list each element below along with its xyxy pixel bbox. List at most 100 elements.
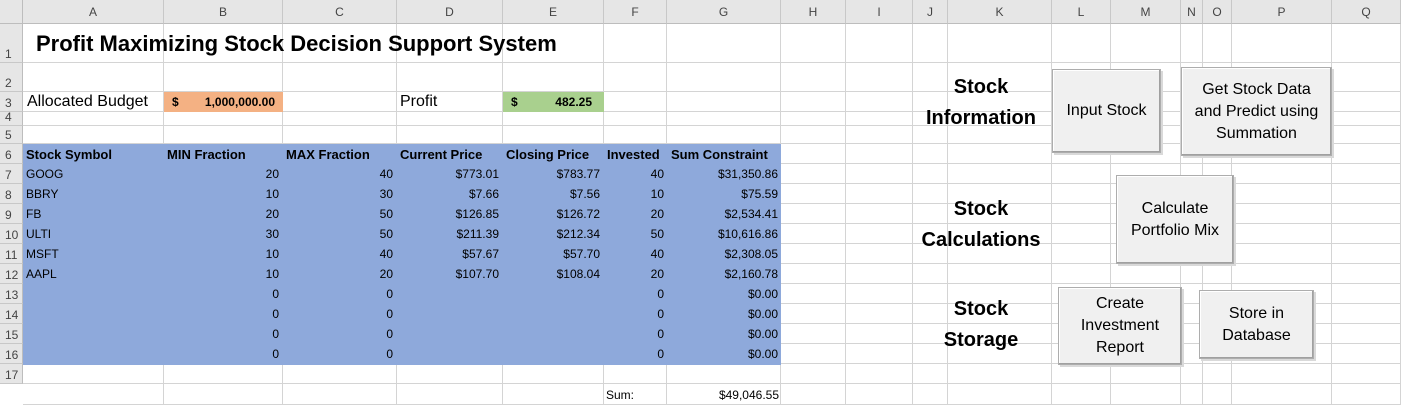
column-header-k[interactable]: K <box>948 0 1052 24</box>
column-header-m[interactable]: M <box>1111 0 1181 24</box>
column-header-l[interactable]: L <box>1052 0 1111 24</box>
table-cell[interactable]: 20 <box>265 167 279 181</box>
column-header-a[interactable]: A <box>23 0 164 24</box>
table-cell[interactable]: 0 <box>272 327 279 341</box>
table-cell[interactable]: $0.00 <box>747 327 778 341</box>
column-header-q[interactable]: Q <box>1332 0 1401 24</box>
table-cell[interactable]: 0 <box>386 307 393 321</box>
table-cell[interactable]: $0.00 <box>747 287 778 301</box>
table-cell[interactable]: $773.01 <box>455 167 499 181</box>
table-cell[interactable]: 50 <box>379 227 393 241</box>
row-header-15[interactable]: 15 <box>0 324 23 344</box>
stock-symbol-cell[interactable]: AAPL <box>26 267 57 281</box>
table-cell[interactable]: $126.85 <box>455 207 499 221</box>
table-cell[interactable]: 10 <box>265 187 279 201</box>
row-header-6[interactable]: 6 <box>0 144 23 164</box>
table-cell[interactable]: 0 <box>272 287 279 301</box>
table-cell[interactable]: $10,616.86 <box>717 227 778 241</box>
stock-symbol-cell[interactable]: ULTI <box>26 227 52 241</box>
table-cell[interactable]: $7.66 <box>468 187 499 201</box>
table-cell[interactable]: 0 <box>272 307 279 321</box>
table-cell[interactable]: $2,534.41 <box>724 207 778 221</box>
row-header-9[interactable]: 9 <box>0 204 23 224</box>
table-cell[interactable]: $783.77 <box>556 167 600 181</box>
row-header-4[interactable]: 4 <box>0 110 23 126</box>
table-cell[interactable]: 0 <box>657 347 664 361</box>
row-header-11[interactable]: 11 <box>0 244 23 264</box>
stock-symbol-cell[interactable]: FB <box>26 207 42 221</box>
table-cell[interactable]: $211.39 <box>456 227 500 241</box>
table-cell[interactable]: 30 <box>379 187 393 201</box>
table-cell[interactable]: 40 <box>650 167 664 181</box>
profit-cell[interactable]: $ 482.25 <box>503 92 604 112</box>
table-cell[interactable]: $31,350.86 <box>717 167 778 181</box>
table-cell[interactable]: 30 <box>265 227 279 241</box>
table-cell[interactable]: 0 <box>386 327 393 341</box>
row-header-16[interactable]: 16 <box>0 344 23 364</box>
table-cell[interactable]: 40 <box>379 247 393 261</box>
table-cell[interactable]: $126.72 <box>556 207 600 221</box>
row-header-5[interactable]: 5 <box>0 126 23 144</box>
table-cell[interactable]: 20 <box>265 207 279 221</box>
table-cell[interactable]: 0 <box>386 287 393 301</box>
row-header-17[interactable]: 17 <box>0 364 23 384</box>
table-cell[interactable]: $212.34 <box>556 227 600 241</box>
get-stock-data-button[interactable]: Get Stock Data and Predict using Summati… <box>1181 67 1332 156</box>
column-header-g[interactable]: G <box>667 0 781 24</box>
column-header-b[interactable]: B <box>164 0 283 24</box>
table-cell[interactable]: 0 <box>272 347 279 361</box>
table-cell[interactable]: $57.67 <box>462 247 499 261</box>
column-header-p[interactable]: P <box>1232 0 1332 24</box>
table-cell[interactable]: 10 <box>265 247 279 261</box>
column-header-h[interactable]: H <box>781 0 846 24</box>
row-header-7[interactable]: 7 <box>0 164 23 184</box>
row-header-8[interactable]: 8 <box>0 184 23 204</box>
table-cell[interactable]: $7.56 <box>569 187 600 201</box>
table-cell[interactable]: $57.70 <box>563 247 600 261</box>
row-header-13[interactable]: 13 <box>0 284 23 304</box>
table-cell[interactable]: $75.59 <box>741 187 778 201</box>
row-header-1[interactable]: 1 <box>0 24 23 63</box>
column-header-j[interactable]: J <box>913 0 948 24</box>
column-header-e[interactable]: E <box>503 0 604 24</box>
row-header-14[interactable]: 14 <box>0 304 23 324</box>
row-header-10[interactable]: 10 <box>0 224 23 244</box>
table-cell[interactable]: 50 <box>379 207 393 221</box>
table-cell[interactable]: $0.00 <box>747 347 778 361</box>
row-header-3[interactable]: 3 <box>0 92 23 112</box>
table-cell[interactable]: 0 <box>657 327 664 341</box>
calculate-portfolio-mix-button[interactable]: Calculate Portfolio Mix <box>1116 175 1234 264</box>
table-cell[interactable]: 10 <box>265 267 279 281</box>
stock-symbol-cell[interactable]: BBRY <box>26 187 59 201</box>
budget-cell[interactable]: $ 1,000,000.00 <box>164 92 283 112</box>
row-header-12[interactable]: 12 <box>0 264 23 284</box>
column-header-o[interactable]: O <box>1203 0 1232 24</box>
table-cell[interactable]: 20 <box>379 267 393 281</box>
table-cell[interactable]: 40 <box>379 167 393 181</box>
stock-symbol-cell[interactable]: GOOG <box>26 167 64 181</box>
table-cell[interactable]: $107.70 <box>455 267 499 281</box>
column-header-d[interactable]: D <box>397 0 503 24</box>
stock-symbol-cell[interactable]: MSFT <box>26 247 59 261</box>
column-header-f[interactable]: F <box>604 0 667 24</box>
create-investment-report-button[interactable]: Create Investment Report <box>1058 287 1182 365</box>
table-cell[interactable]: 0 <box>657 287 664 301</box>
table-cell[interactable]: 20 <box>650 267 664 281</box>
table-cell[interactable]: 10 <box>650 187 664 201</box>
table-cell[interactable]: 0 <box>386 347 393 361</box>
column-header-n[interactable]: N <box>1181 0 1203 24</box>
input-stock-button[interactable]: Input Stock <box>1052 69 1161 153</box>
table-cell[interactable]: 20 <box>650 207 664 221</box>
column-header-i[interactable]: I <box>846 0 913 24</box>
table-cell[interactable]: 50 <box>650 227 664 241</box>
table-cell[interactable]: $2,160.78 <box>724 267 778 281</box>
row-header-2[interactable]: 2 <box>0 63 23 92</box>
column-header-c[interactable]: C <box>283 0 397 24</box>
table-cell[interactable]: $2,308.05 <box>724 247 778 261</box>
select-all-corner[interactable] <box>0 0 23 24</box>
table-cell[interactable]: 40 <box>650 247 664 261</box>
store-in-database-button[interactable]: Store in Database <box>1199 290 1314 359</box>
table-cell[interactable]: $108.04 <box>556 267 600 281</box>
table-cell[interactable]: $0.00 <box>747 307 778 321</box>
